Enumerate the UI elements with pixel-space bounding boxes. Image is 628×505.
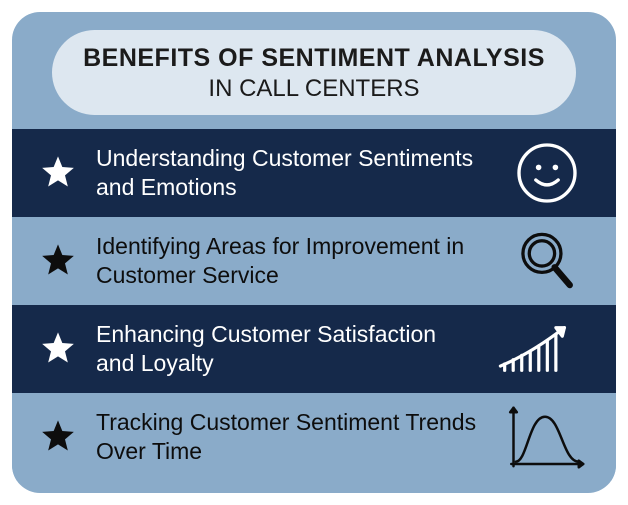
benefit-band: Tracking Customer Sentiment Trends Over …: [12, 393, 616, 481]
star-icon: [34, 241, 82, 281]
benefit-text: Tracking Customer Sentiment Trends Over …: [96, 408, 486, 466]
star-icon: [34, 153, 82, 193]
header-pill: BENEFITS OF SENTIMENT ANALYSIS IN CALL C…: [52, 30, 576, 115]
benefit-text: Identifying Areas for Improvement in Cus…: [96, 232, 490, 290]
bell-curve-icon: [500, 398, 590, 476]
benefit-band: Enhancing Customer Satisfaction and Loya…: [12, 305, 616, 393]
star-icon: [34, 417, 82, 457]
header-line1: BENEFITS OF SENTIMENT ANALYSIS: [72, 44, 556, 73]
growth-chart-icon: [494, 311, 590, 387]
star-icon: [34, 329, 82, 369]
header-line2: IN CALL CENTERS: [72, 75, 556, 103]
benefit-text: Understanding Customer Sentiments and Em…: [96, 144, 490, 202]
magnifier-icon: [504, 223, 590, 299]
benefit-band: Understanding Customer Sentiments and Em…: [12, 129, 616, 217]
benefit-band: Identifying Areas for Improvement in Cus…: [12, 217, 616, 305]
smiley-icon: [504, 138, 590, 208]
infographic-card: BENEFITS OF SENTIMENT ANALYSIS IN CALL C…: [12, 12, 616, 493]
benefit-text: Enhancing Customer Satisfaction and Loya…: [96, 320, 480, 378]
